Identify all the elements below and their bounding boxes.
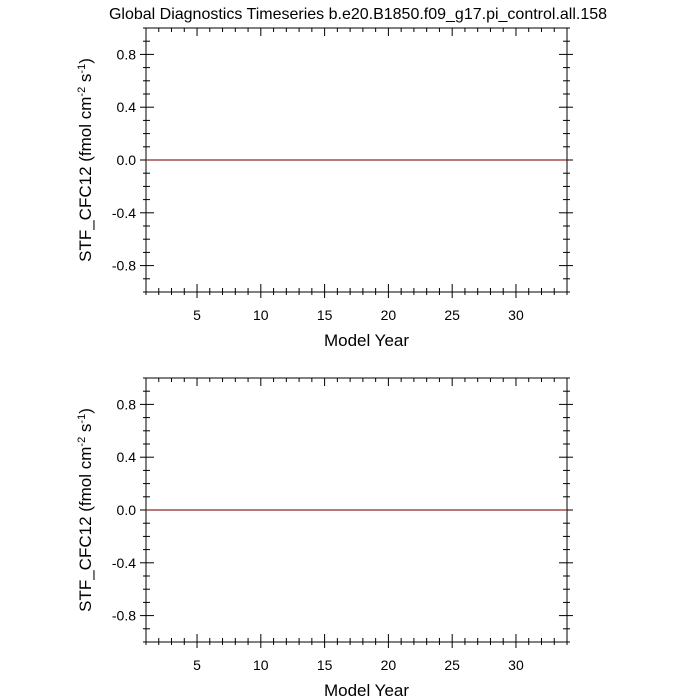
x-tick-label: 5	[193, 307, 201, 323]
x-tick-label: 5	[193, 657, 201, 673]
y-tick-label: 0.4	[117, 99, 137, 115]
x-tick-label: 30	[508, 307, 524, 323]
x-axis-label: Model Year	[324, 331, 409, 350]
y-axis-label-superscript: -2	[76, 437, 88, 447]
y-tick-label: 0.0	[117, 502, 137, 518]
x-tick-label: 10	[253, 657, 269, 673]
figure-title: Global Diagnostics Timeseries b.e20.B185…	[109, 6, 607, 23]
y-axis-label-part: STF_CFC12 (fmol cm	[76, 97, 95, 262]
y-axis-label: STF_CFC12 (fmol cm-2 s-1)	[76, 408, 95, 612]
y-axis-label-part: s	[76, 424, 95, 437]
chart-panel-2: 5 10 15 20 25 30 0.8 0.4 0.0 -0.4 -0.8 Model Year ST…	[76, 377, 573, 700]
y-tick-label: -0.4	[112, 205, 136, 221]
y-axis-label-part: s	[76, 74, 95, 87]
y-tick-label: -0.8	[112, 608, 136, 624]
y-tick-label: 0.8	[117, 46, 137, 62]
x-tick-label: 25	[444, 307, 460, 323]
x-tick-label: 15	[317, 307, 333, 323]
x-tick-label: 15	[317, 657, 333, 673]
y-axis-label-part: STF_CFC12 (fmol cm	[76, 447, 95, 612]
y-axis-label-superscript: -1	[76, 414, 88, 424]
y-axis-label: STF_CFC12 (fmol cm-2 s-1)	[76, 58, 95, 262]
y-axis-label-part: )	[76, 58, 95, 64]
y-tick-label: 0.0	[117, 152, 137, 168]
y-axis-label-part: )	[76, 408, 95, 414]
chart-panel-1: 5 10 15 20 25 30 0.8 0.4 0.0 -0.4 -0.8 Model Year ST…	[76, 27, 573, 350]
x-tick-label: 20	[381, 657, 397, 673]
chart-panels: 5 10 15 20 25 30 0.8 0.4 0.0 -0.4 -0.8 Model Year ST…	[76, 27, 573, 700]
y-axis-label-superscript: -1	[76, 64, 88, 74]
x-tick-label: 10	[253, 307, 269, 323]
y-tick-label: 0.4	[117, 449, 137, 465]
x-tick-label: 25	[444, 657, 460, 673]
y-axis-label-superscript: -2	[76, 87, 88, 97]
x-tick-label: 20	[381, 307, 397, 323]
y-tick-label: 0.8	[117, 396, 137, 412]
y-tick-label: -0.4	[112, 555, 136, 571]
x-axis-label: Model Year	[324, 681, 409, 700]
y-tick-label: -0.8	[112, 258, 136, 274]
x-tick-label: 30	[508, 657, 524, 673]
